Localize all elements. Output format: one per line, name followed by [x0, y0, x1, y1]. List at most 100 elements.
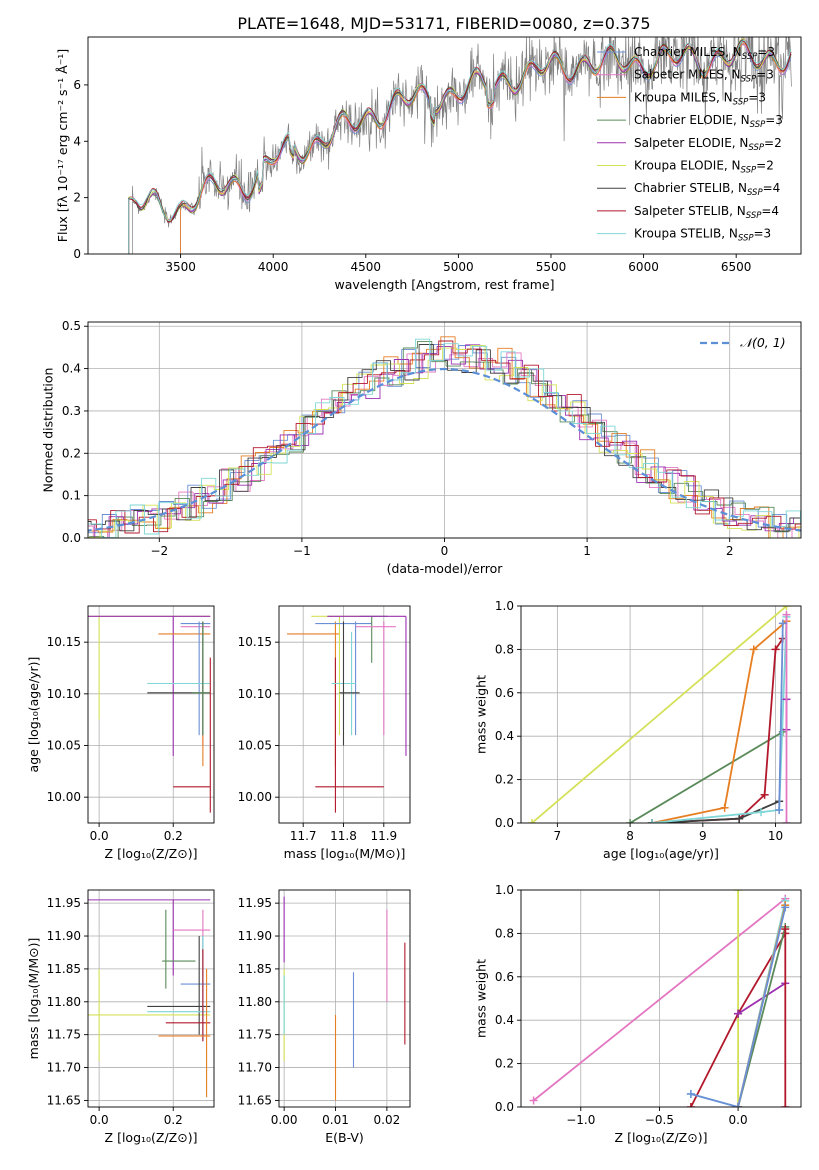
y-tick-label: 11.65 — [47, 1093, 81, 1107]
legend-suffix: =4 — [761, 204, 779, 218]
plot-area — [527, 606, 791, 823]
axes-border — [278, 605, 411, 824]
y-tick-label: 10.10 — [47, 687, 81, 701]
grid — [88, 890, 214, 1107]
histogram-salpeter_miles — [88, 352, 801, 538]
axes-frame: −1.0 −0.5 0.0 0.0 0.2 0.4 0.6 0.8 1.0 Z [log₁₀(Z/… — [473, 883, 802, 1145]
y-tick-label: 1.0 — [495, 883, 514, 897]
y-tick-label: 0 — [73, 247, 81, 261]
legend-suffix: =3 — [757, 45, 775, 59]
plot-area — [287, 615, 407, 813]
y-axis-label: mass weight — [473, 675, 488, 754]
plot-area — [88, 615, 211, 813]
x-axis-label: E(B-V) — [325, 1130, 364, 1145]
y-tick-label: 11.95 — [238, 896, 272, 910]
legend-suffix: =3 — [765, 113, 783, 127]
x-axis-label: wavelength [Angstrom, rest frame] — [334, 277, 554, 292]
legend-label-kroupa_miles: Kroupa MILES, NSSP=3 — [634, 90, 766, 107]
y-tick-label: 11.65 — [238, 1093, 272, 1107]
y-tick-label: 10.05 — [47, 739, 81, 753]
x-tick-label: 3500 — [165, 260, 196, 274]
legend-subscript: SSP — [741, 75, 757, 85]
weight-line-salpeter_elodie — [737, 982, 786, 1015]
y-tick-label: 11.85 — [47, 962, 81, 976]
legend-subscript: SSP — [748, 143, 764, 153]
legend-label-chabrier_miles: Chabrier MILES, NSSP=3 — [634, 45, 775, 62]
grid — [279, 890, 410, 1107]
residuals-panel: −2 −1 0 1 2 0.0 0.1 0.2 0.3 0.4 0.5 (data-model)/er… — [40, 319, 802, 576]
legend-suffix: =3 — [754, 227, 772, 241]
model-spectrum-kroupa_stelib — [128, 40, 792, 254]
grid — [88, 606, 214, 823]
plot-area — [128, 37, 792, 254]
x-tick-label: 5000 — [443, 260, 474, 274]
legend-label-salpeter_miles: Salpeter MILES, NSSP=3 — [634, 68, 774, 85]
figure-title: PLATE=1648, MJD=53171, FIBERID=0080, z=0… — [237, 14, 650, 33]
weight-line-salpeter_miles — [533, 897, 786, 1102]
y-tick-label: 0.4 — [495, 729, 514, 743]
x-tick-label: 1 — [583, 544, 591, 558]
x-tick-label: 0.2 — [164, 829, 183, 843]
y-axis-label: Flux [fλ 10⁻¹⁷ erg cm⁻² s⁻¹ Å⁻¹] — [55, 49, 70, 242]
y-tick-label: 6 — [73, 78, 81, 92]
plot-area — [88, 336, 801, 538]
x-tick-label: 0 — [441, 544, 449, 558]
x-tick-label: 0.0 — [90, 829, 109, 843]
y-tick-label: 11.70 — [47, 1061, 81, 1075]
legend-suffix: =4 — [763, 181, 781, 195]
histogram-kroupa_elodie — [88, 345, 801, 538]
age-vs-metallicity-panel: 0.0 0.2 10.00 10.05 10.10 10.15 Z [log₁₀(Z/Z⊙)… — [26, 605, 215, 861]
y-tick-label: 1.0 — [495, 599, 514, 613]
x-tick-label: 5500 — [536, 260, 567, 274]
y-tick-label: 11.85 — [238, 962, 272, 976]
axes-border — [520, 605, 802, 824]
x-tick-label: 0.00 — [271, 1113, 298, 1127]
axes-frame: 0.0 0.2 11.65 11.70 11.75 11.80 11.85 11.90 11.9… — [26, 889, 215, 1145]
legend-suffix: =2 — [764, 136, 782, 150]
legend-label-kroupa_stelib: Kroupa STELIB, NSSP=3 — [634, 227, 771, 244]
histogram-kroupa_stelib — [88, 338, 801, 538]
y-tick-label: 11.80 — [238, 995, 272, 1009]
y-tick-label: 0.0 — [62, 531, 81, 545]
axes-frame: −2 −1 0 1 2 0.0 0.1 0.2 0.3 0.4 0.5 (data-model)/er… — [40, 319, 802, 576]
x-tick-label: 0.2 — [164, 1113, 183, 1127]
axes-border — [520, 889, 802, 1108]
x-tick-label: 0.02 — [374, 1113, 401, 1127]
x-tick-label: 6000 — [628, 260, 659, 274]
axes-border — [87, 605, 215, 824]
y-tick-label: 10.15 — [238, 635, 272, 649]
y-tick-label: 0.1 — [62, 489, 81, 503]
legend-label-chabrier_stelib: Chabrier STELIB, NSSP=4 — [634, 181, 780, 198]
x-axis-label: mass [log₁₀(M/M⊙)] — [284, 846, 406, 861]
gaussian-curve — [88, 367, 801, 532]
weight-line-kroupa_stelib — [651, 616, 788, 823]
x-tick-label: 10 — [768, 829, 783, 843]
x-tick-label: 9 — [699, 829, 707, 843]
grid — [521, 605, 801, 824]
y-tick-label: 0.6 — [495, 686, 514, 700]
age-vs-mass-panel: 11.7 11.8 11.9 10.00 10.05 10.10 10.15 mass [lo… — [238, 605, 411, 861]
weight-line-chabrier_elodie — [629, 731, 784, 823]
x-tick-label: 11.8 — [330, 829, 357, 843]
y-tick-label: 0.2 — [495, 1057, 514, 1071]
y-axis-label: Normed distribution — [40, 368, 55, 493]
legend-suffix: =3 — [756, 68, 774, 82]
x-tick-label: 2 — [726, 544, 734, 558]
y-tick-label: 10.05 — [238, 739, 272, 753]
axes-border — [87, 36, 802, 255]
y-tick-label: 11.70 — [238, 1061, 272, 1075]
y-tick-label: 0.4 — [62, 362, 81, 376]
x-tick-label: −1 — [293, 544, 311, 558]
mass-vs-ebv-panel: 0.00 0.01 0.02 11.65 11.70 11.75 11.80 11.85 11.… — [238, 889, 411, 1145]
weight-line-kroupa_miles — [651, 620, 788, 823]
y-tick-label: 11.95 — [47, 896, 81, 910]
x-tick-label: 0.0 — [729, 1113, 748, 1127]
axes-frame: 0.0 0.2 10.00 10.05 10.10 10.15 Z [log₁₀(Z/Z⊙)… — [26, 605, 215, 861]
y-axis-label: mass weight — [473, 959, 488, 1038]
y-tick-label: 0.6 — [495, 970, 514, 984]
y-tick-label: 11.75 — [47, 1028, 81, 1042]
massweight-vs-age-panel: 7 8 9 10 0.0 0.2 0.4 0.6 0.8 1.0 age [log₁₀(age/yr… — [473, 599, 802, 861]
y-tick-label: 2 — [73, 191, 81, 205]
y-tick-label: 11.80 — [47, 995, 81, 1009]
y-tick-label: 10.10 — [238, 687, 272, 701]
